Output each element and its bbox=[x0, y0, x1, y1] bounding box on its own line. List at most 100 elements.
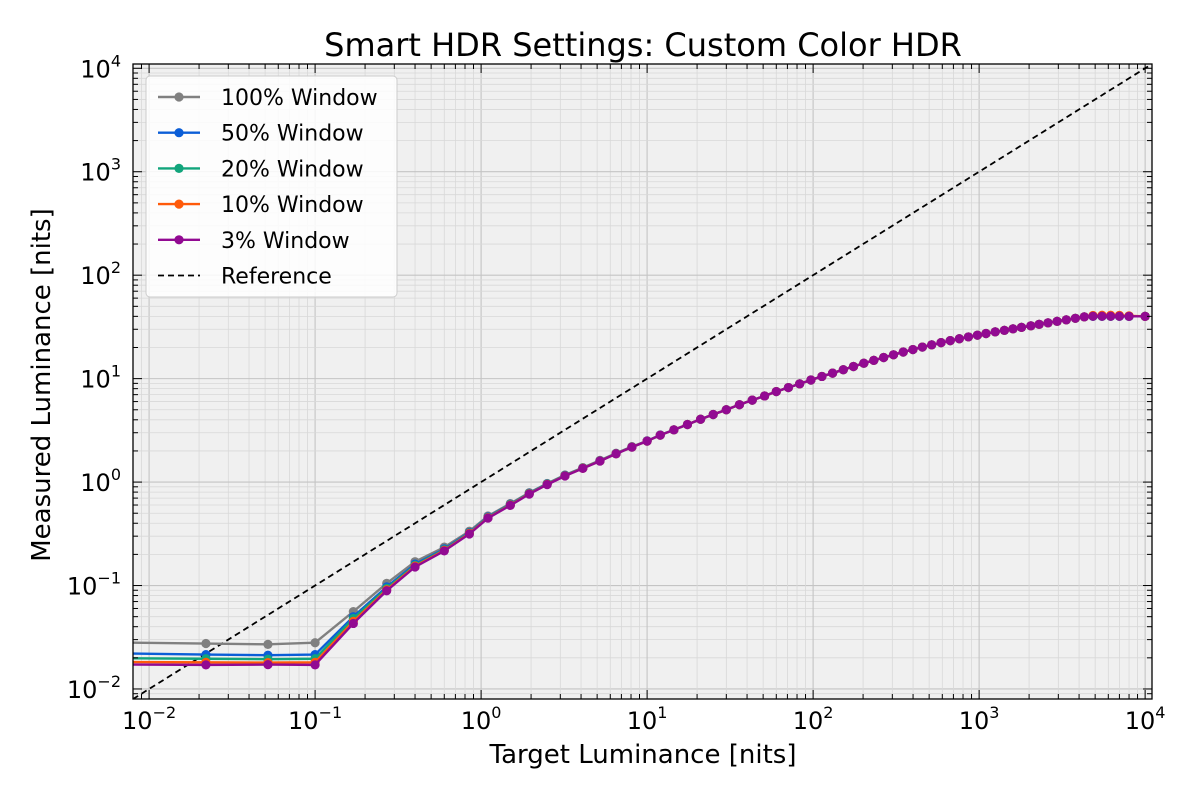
y-tick-label: 10−1 bbox=[67, 569, 121, 601]
x-tick-label: 101 bbox=[627, 703, 668, 735]
y-axis-title: Measured Luminance [nits] bbox=[27, 208, 57, 562]
series-5-point bbox=[848, 361, 859, 372]
x-tick-label: 104 bbox=[1125, 703, 1166, 735]
legend-marker bbox=[174, 235, 184, 245]
legend-label: 20% Window bbox=[221, 157, 364, 182]
x-tick-label: 103 bbox=[959, 703, 1000, 735]
series-5-point bbox=[611, 449, 621, 459]
y-tick-label: 100 bbox=[80, 465, 121, 497]
series-5-point bbox=[1140, 311, 1150, 321]
series-5-point bbox=[759, 391, 770, 401]
series-5-point bbox=[879, 352, 889, 363]
x-tick-label: 10−2 bbox=[122, 703, 176, 735]
series-5-point bbox=[869, 355, 879, 366]
series-5-point bbox=[348, 618, 358, 629]
legend-box bbox=[145, 75, 398, 298]
legend-label: 50% Window bbox=[221, 122, 364, 147]
series-5-point bbox=[999, 325, 1010, 335]
reference-line bbox=[133, 64, 1152, 699]
series-5-point bbox=[464, 529, 474, 539]
series-5-point bbox=[898, 347, 908, 357]
y-tick-label: 101 bbox=[80, 362, 121, 394]
series-1-point bbox=[310, 638, 320, 648]
series-5-point bbox=[1016, 322, 1027, 332]
series-5-point bbox=[795, 379, 805, 389]
series-5-point bbox=[1034, 319, 1044, 329]
series-5-point bbox=[927, 340, 937, 350]
x-axis-title: Target Luminance [nits] bbox=[489, 740, 797, 770]
series-5-point bbox=[708, 409, 718, 420]
series-5-point bbox=[439, 546, 449, 556]
series-5-point bbox=[1070, 313, 1080, 323]
y-tick-label: 104 bbox=[80, 51, 121, 83]
series-5-point bbox=[817, 371, 827, 382]
series-5-point bbox=[1026, 321, 1036, 331]
legend-marker bbox=[174, 199, 184, 209]
series-5-point bbox=[888, 350, 899, 360]
legend: 100% Window 50% Window 20% Window 10% Windo… bbox=[145, 75, 398, 298]
legend-label: Reference bbox=[221, 265, 332, 290]
series-5-point bbox=[721, 405, 731, 415]
series-5-point bbox=[642, 436, 652, 446]
y-tick-label: 102 bbox=[80, 258, 121, 290]
series-5-point bbox=[990, 327, 1000, 337]
series-group bbox=[133, 64, 1152, 699]
series-5-point bbox=[560, 471, 570, 481]
series-5-point bbox=[963, 332, 974, 342]
series-5-point bbox=[595, 456, 605, 466]
series-1-point bbox=[263, 639, 273, 649]
x-tick-label: 10−1 bbox=[288, 703, 342, 735]
series-5-point bbox=[201, 660, 211, 670]
legend-label: 10% Window bbox=[221, 193, 364, 218]
series-5-point bbox=[908, 344, 918, 355]
legend-label: 3% Window bbox=[221, 229, 350, 254]
series-5-point bbox=[1097, 311, 1107, 321]
series-5-point bbox=[1114, 311, 1125, 321]
series-5-point bbox=[945, 336, 955, 346]
chart-title: Smart HDR Settings: Custom Color HDR bbox=[324, 26, 962, 64]
series-5-point bbox=[542, 480, 552, 490]
series-5-point bbox=[838, 365, 848, 375]
series-5-point bbox=[655, 430, 665, 440]
series-5-point bbox=[483, 513, 493, 523]
series-5-point bbox=[410, 562, 420, 572]
legend-marker bbox=[174, 92, 184, 102]
series-5-point bbox=[1008, 324, 1018, 334]
series-5-point bbox=[1061, 315, 1071, 325]
series-5-point bbox=[669, 425, 679, 435]
series-5-point bbox=[263, 660, 273, 670]
legend-marker bbox=[174, 163, 184, 173]
series-5-point bbox=[783, 382, 794, 393]
series-5-point bbox=[1124, 311, 1134, 321]
y-tick-label: 103 bbox=[80, 155, 121, 187]
series-5-point bbox=[524, 489, 534, 499]
series-5-point bbox=[972, 330, 983, 340]
series-5-point bbox=[806, 375, 816, 385]
series-5-point bbox=[771, 386, 781, 397]
series-5-point bbox=[827, 368, 838, 378]
series-5-point bbox=[505, 500, 515, 511]
series-5-point bbox=[1088, 311, 1098, 321]
series-5-point bbox=[1079, 312, 1089, 322]
series-5-point bbox=[682, 419, 693, 430]
legend-label: 100% Window bbox=[221, 86, 378, 111]
series-5-point bbox=[747, 395, 757, 405]
series-5-point bbox=[734, 400, 745, 410]
x-tick-label: 100 bbox=[461, 703, 502, 735]
series-5-point bbox=[310, 660, 320, 670]
series-5-point bbox=[1052, 316, 1062, 326]
axes-frame bbox=[132, 63, 1153, 700]
legend-marker bbox=[174, 128, 184, 138]
series-5-point bbox=[382, 586, 392, 596]
series-5-point bbox=[936, 337, 946, 348]
series-5-point bbox=[954, 334, 964, 344]
series-5-point bbox=[1043, 318, 1053, 328]
series-5-point bbox=[981, 328, 991, 339]
x-tick-label: 102 bbox=[793, 703, 834, 735]
series-5-point bbox=[1106, 311, 1116, 321]
series-5-point bbox=[627, 442, 637, 452]
series-5-point bbox=[695, 414, 706, 424]
ticks bbox=[132, 64, 1152, 700]
y-tick-label: 10−2 bbox=[67, 672, 121, 704]
